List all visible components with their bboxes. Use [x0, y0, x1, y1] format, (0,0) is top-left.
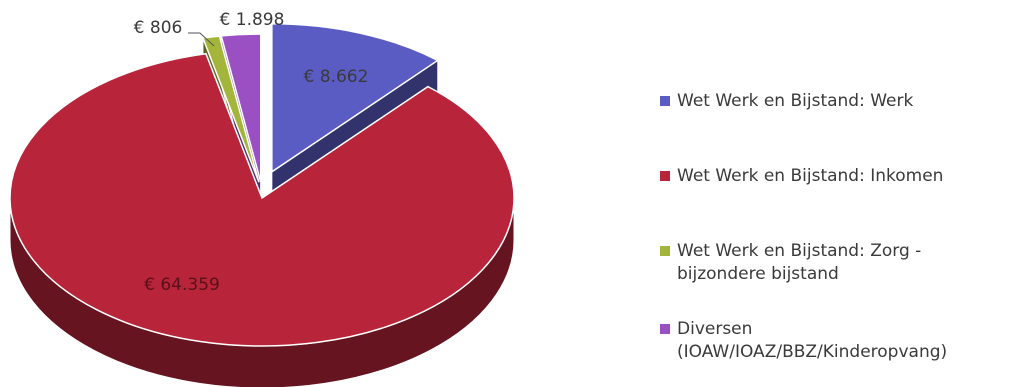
legend: Wet Werk en Bijstand: Werk Wet Werk en B…	[660, 0, 1029, 387]
legend-item-zorg: Wet Werk en Bijstand: Zorg - bijzondere …	[660, 240, 921, 286]
pie-slice-inkomen	[9, 52, 515, 347]
legend-label-inkomen: Wet Werk en Bijstand: Inkomen	[677, 166, 944, 186]
pie-chart: € 8.662 € 64.359 € 806 € 1.898	[9, 10, 515, 387]
legend-label-werk: Wet Werk en Bijstand: Werk	[677, 91, 914, 111]
legend-label-zorg: Wet Werk en Bijstand: Zorg - bijzondere …	[677, 241, 922, 284]
legend-swatch-diversen	[660, 324, 670, 334]
legend-swatch-zorg	[660, 246, 670, 256]
pie-slice-diversen	[220, 33, 262, 183]
data-label-inkomen: € 64.359	[144, 275, 220, 295]
legend-item-werk: Wet Werk en Bijstand: Werk	[660, 90, 913, 113]
pie-slice-werk	[271, 23, 440, 174]
data-label-zorg: € 806	[134, 18, 183, 38]
legend-label-diversen: Diversen (IOAW/IOAZ/BBZ/Kinderopvang)	[677, 319, 948, 362]
legend-swatch-inkomen	[660, 171, 670, 181]
legend-item-diversen: Diversen (IOAW/IOAZ/BBZ/Kinderopvang)	[660, 318, 947, 364]
pie-slice-zorg	[201, 35, 260, 183]
legend-swatch-werk	[660, 96, 670, 106]
legend-item-inkomen: Wet Werk en Bijstand: Inkomen	[660, 165, 943, 188]
leader-line-zorg	[188, 32, 215, 47]
data-label-werk: € 8.662	[304, 67, 369, 87]
data-label-diversen: € 1.898	[220, 10, 285, 30]
